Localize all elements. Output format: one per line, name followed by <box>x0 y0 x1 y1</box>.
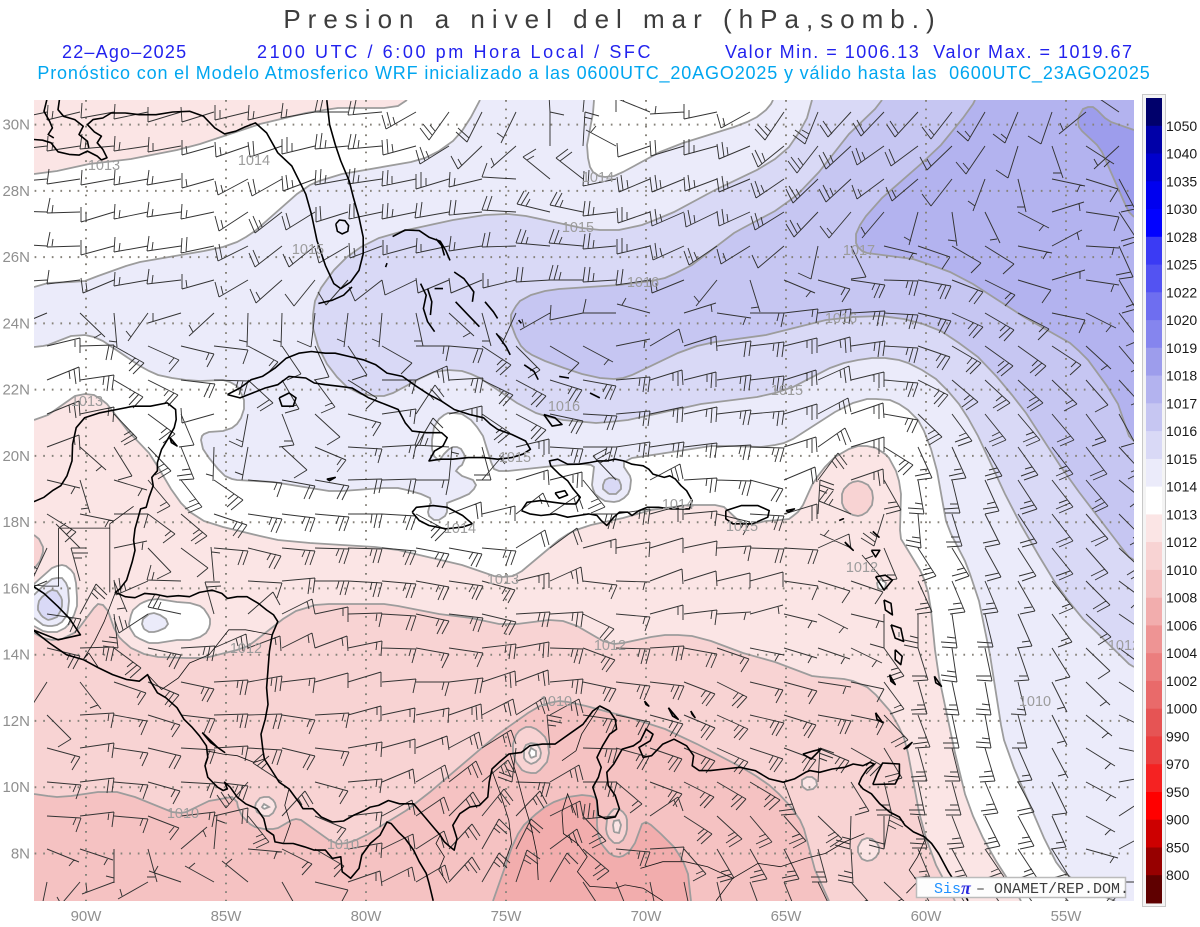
svg-text:1022: 1022 <box>1166 284 1197 300</box>
svg-text:1020: 1020 <box>1166 312 1197 328</box>
svg-text:1050: 1050 <box>1166 118 1197 134</box>
svg-text:1013: 1013 <box>487 572 519 588</box>
svg-text:1014: 1014 <box>444 521 476 537</box>
svg-text:20N: 20N <box>2 448 30 465</box>
svg-text:π: π <box>961 878 972 898</box>
svg-text:70W: 70W <box>631 908 663 925</box>
svg-text:1018: 1018 <box>1166 368 1197 384</box>
svg-text:10N: 10N <box>2 779 30 796</box>
svg-text:1014: 1014 <box>238 153 270 169</box>
svg-text:1019: 1019 <box>1166 340 1197 356</box>
svg-text:60W: 60W <box>911 908 943 925</box>
svg-text:1010: 1010 <box>1166 562 1197 578</box>
svg-text:800: 800 <box>1166 867 1190 883</box>
svg-text:16N: 16N <box>2 580 30 597</box>
svg-text:18N: 18N <box>2 514 30 531</box>
svg-text:1035: 1035 <box>1166 173 1197 189</box>
svg-text:1016: 1016 <box>1166 423 1197 439</box>
svg-text:24N: 24N <box>2 315 30 332</box>
svg-text:– ONAMET/REP.DOM.: – ONAMET/REP.DOM. <box>976 881 1129 898</box>
svg-text:28N: 28N <box>2 183 30 200</box>
svg-text:1012: 1012 <box>230 641 262 657</box>
svg-text:1010: 1010 <box>167 806 199 822</box>
svg-text:1017: 1017 <box>1166 395 1197 411</box>
svg-text:1015: 1015 <box>771 383 803 399</box>
svg-text:85W: 85W <box>211 908 243 925</box>
svg-text:1014: 1014 <box>662 497 694 513</box>
svg-text:1013: 1013 <box>88 158 120 174</box>
svg-text:1017: 1017 <box>843 243 875 259</box>
svg-text:26N: 26N <box>2 249 30 266</box>
svg-text:80W: 80W <box>351 908 383 925</box>
svg-text:1016: 1016 <box>825 311 857 327</box>
svg-text:1028: 1028 <box>1166 229 1197 245</box>
svg-text:8N: 8N <box>11 846 30 863</box>
svg-text:30N: 30N <box>2 117 30 134</box>
svg-text:1015: 1015 <box>562 220 594 236</box>
svg-text:Sis: Sis <box>934 881 961 898</box>
svg-text:1012: 1012 <box>1166 534 1197 550</box>
svg-text:950: 950 <box>1166 784 1190 800</box>
svg-text:1030: 1030 <box>1166 201 1197 217</box>
svg-text:22N: 22N <box>2 382 30 399</box>
svg-text:1015: 1015 <box>726 519 758 535</box>
svg-text:1010: 1010 <box>540 694 572 710</box>
svg-text:55W: 55W <box>1051 908 1083 925</box>
svg-text:1013: 1013 <box>71 394 103 410</box>
svg-text:14N: 14N <box>2 647 30 664</box>
svg-text:1000: 1000 <box>1166 701 1197 717</box>
svg-text:1015: 1015 <box>499 450 531 466</box>
svg-text:1012: 1012 <box>846 560 878 576</box>
svg-text:970: 970 <box>1166 756 1190 772</box>
svg-text:1025: 1025 <box>1166 257 1197 273</box>
svg-text:1012: 1012 <box>594 638 626 654</box>
svg-text:1004: 1004 <box>1166 645 1197 661</box>
svg-text:90W: 90W <box>71 908 103 925</box>
svg-text:65W: 65W <box>771 908 803 925</box>
svg-text:1010: 1010 <box>327 837 359 853</box>
svg-text:1040: 1040 <box>1166 146 1197 162</box>
svg-text:1014: 1014 <box>1166 479 1197 495</box>
svg-text:1012: 1012 <box>1108 638 1140 654</box>
svg-text:850: 850 <box>1166 840 1190 856</box>
svg-text:1008: 1008 <box>1166 590 1197 606</box>
svg-text:1015: 1015 <box>1166 451 1197 467</box>
svg-text:1016: 1016 <box>548 399 580 415</box>
svg-text:1015: 1015 <box>292 242 324 258</box>
svg-text:1014: 1014 <box>582 170 614 186</box>
svg-text:1010: 1010 <box>1019 694 1051 710</box>
svg-text:1013: 1013 <box>1166 506 1197 522</box>
svg-text:75W: 75W <box>491 908 523 925</box>
svg-text:1016: 1016 <box>627 275 659 291</box>
svg-text:1002: 1002 <box>1166 673 1197 689</box>
svg-text:990: 990 <box>1166 728 1190 744</box>
svg-text:1006: 1006 <box>1166 617 1197 633</box>
svg-text:900: 900 <box>1166 812 1190 828</box>
svg-text:12N: 12N <box>2 713 30 730</box>
